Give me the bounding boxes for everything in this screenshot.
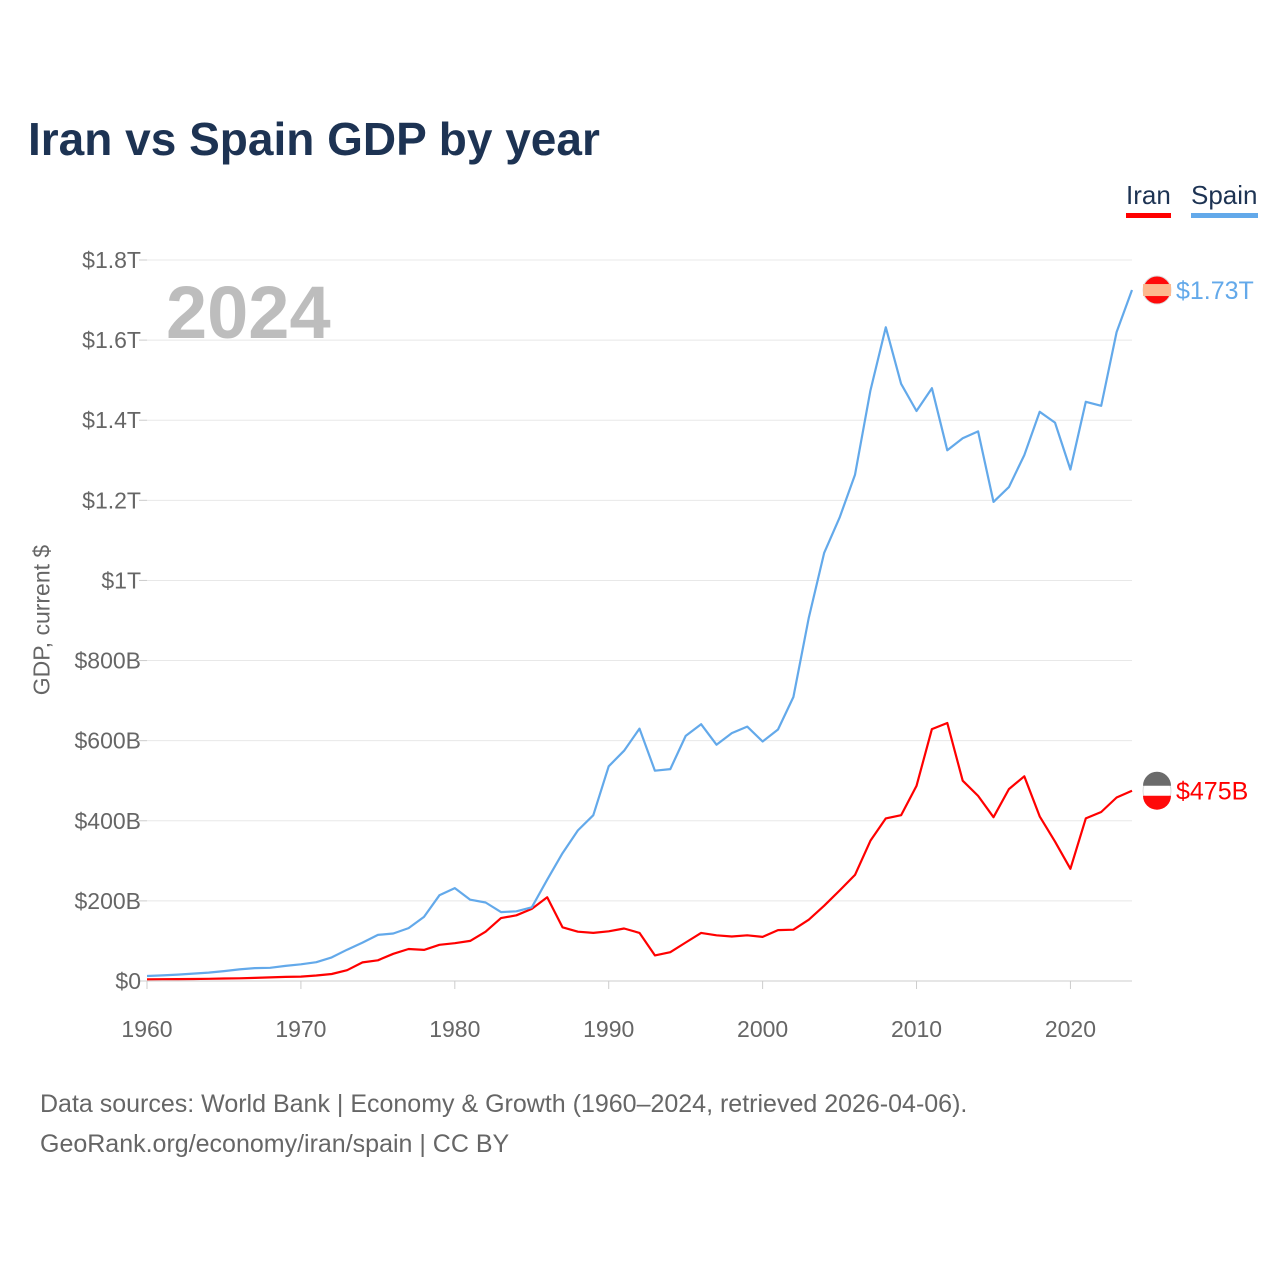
legend-item-iran[interactable]: Iran xyxy=(1126,180,1171,218)
x-tick-label: 1990 xyxy=(583,1016,634,1042)
y-tick-label: $1T xyxy=(101,567,141,593)
line-iran xyxy=(146,721,1133,981)
source-url[interactable]: GeoRank.org/economy/iran/spain | CC BY xyxy=(40,1130,510,1158)
source-line: Data sources: World Bank | Economy & Gro… xyxy=(40,1090,968,1118)
flag-stripe xyxy=(1143,284,1171,297)
x-tick-label: 1980 xyxy=(429,1016,480,1042)
y-tick-label: $400B xyxy=(74,808,141,834)
y-tick-label: $800B xyxy=(74,648,141,674)
x-tick-label: 1960 xyxy=(121,1016,172,1042)
y-tick-label: $1.6T xyxy=(82,327,141,353)
end-label-iran: $475B xyxy=(1176,778,1248,806)
flag-stripe xyxy=(1143,771,1171,786)
y-tick-label: $1.8T xyxy=(82,247,141,273)
legend-item-spain[interactable]: Spain xyxy=(1191,180,1258,218)
y-tick-label: $0 xyxy=(115,968,141,994)
y-tick-label: $200B xyxy=(74,888,141,914)
x-tick-label: 2010 xyxy=(891,1016,942,1042)
y-tick-label: $600B xyxy=(74,728,141,754)
flag-stripe xyxy=(1143,795,1171,810)
line-spain xyxy=(146,289,1134,978)
x-tick-label: 2000 xyxy=(737,1016,788,1042)
x-tick-label: 2020 xyxy=(1045,1016,1096,1042)
source-note: Data sources: World Bank | Economy & Gro… xyxy=(40,1084,967,1164)
end-label-spain: $1.73T xyxy=(1176,277,1254,305)
y-tick-label: $1.2T xyxy=(82,487,141,513)
x-tick-label: 1970 xyxy=(275,1016,326,1042)
chart-title: Iran vs Spain GDP by year xyxy=(28,113,600,165)
y-tick-label: $1.4T xyxy=(82,407,141,433)
